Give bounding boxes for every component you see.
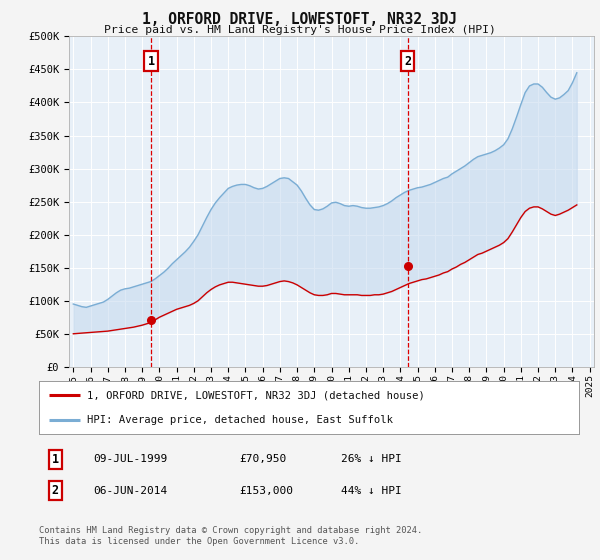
Text: 26% ↓ HPI: 26% ↓ HPI bbox=[341, 454, 402, 464]
Text: 1: 1 bbox=[148, 55, 155, 68]
Text: 06-JUN-2014: 06-JUN-2014 bbox=[93, 486, 167, 496]
Text: HPI: Average price, detached house, East Suffolk: HPI: Average price, detached house, East… bbox=[86, 414, 392, 424]
Text: 09-JUL-1999: 09-JUL-1999 bbox=[93, 454, 167, 464]
Text: 2: 2 bbox=[52, 484, 59, 497]
Text: 2: 2 bbox=[404, 55, 411, 68]
Text: Price paid vs. HM Land Registry's House Price Index (HPI): Price paid vs. HM Land Registry's House … bbox=[104, 25, 496, 35]
Text: 1, ORFORD DRIVE, LOWESTOFT, NR32 3DJ: 1, ORFORD DRIVE, LOWESTOFT, NR32 3DJ bbox=[143, 12, 458, 27]
Text: £153,000: £153,000 bbox=[239, 486, 293, 496]
Text: 1, ORFORD DRIVE, LOWESTOFT, NR32 3DJ (detached house): 1, ORFORD DRIVE, LOWESTOFT, NR32 3DJ (de… bbox=[86, 390, 424, 400]
Text: £70,950: £70,950 bbox=[239, 454, 286, 464]
Text: Contains HM Land Registry data © Crown copyright and database right 2024.
This d: Contains HM Land Registry data © Crown c… bbox=[39, 526, 422, 546]
Text: 44% ↓ HPI: 44% ↓ HPI bbox=[341, 486, 402, 496]
Text: 1: 1 bbox=[52, 452, 59, 466]
